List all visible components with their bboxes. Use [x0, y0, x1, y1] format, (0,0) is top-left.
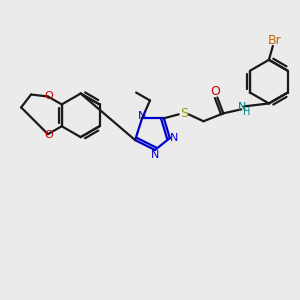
Text: O: O — [44, 130, 53, 140]
Text: O: O — [44, 91, 53, 100]
Text: Br: Br — [268, 34, 282, 46]
Text: N: N — [151, 150, 159, 160]
Text: S: S — [180, 107, 188, 120]
Text: N: N — [138, 111, 146, 121]
Text: O: O — [211, 85, 220, 98]
Text: N: N — [238, 102, 246, 112]
Text: H: H — [243, 107, 251, 117]
Text: N: N — [169, 133, 178, 143]
